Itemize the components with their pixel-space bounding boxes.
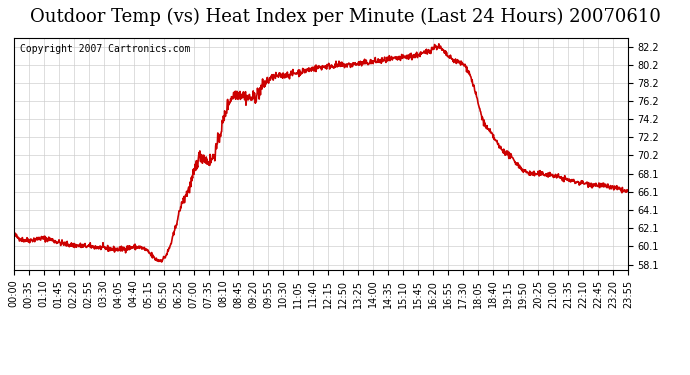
Text: Outdoor Temp (vs) Heat Index per Minute (Last 24 Hours) 20070610: Outdoor Temp (vs) Heat Index per Minute … [30, 8, 660, 26]
Text: Copyright 2007 Cartronics.com: Copyright 2007 Cartronics.com [20, 45, 190, 54]
